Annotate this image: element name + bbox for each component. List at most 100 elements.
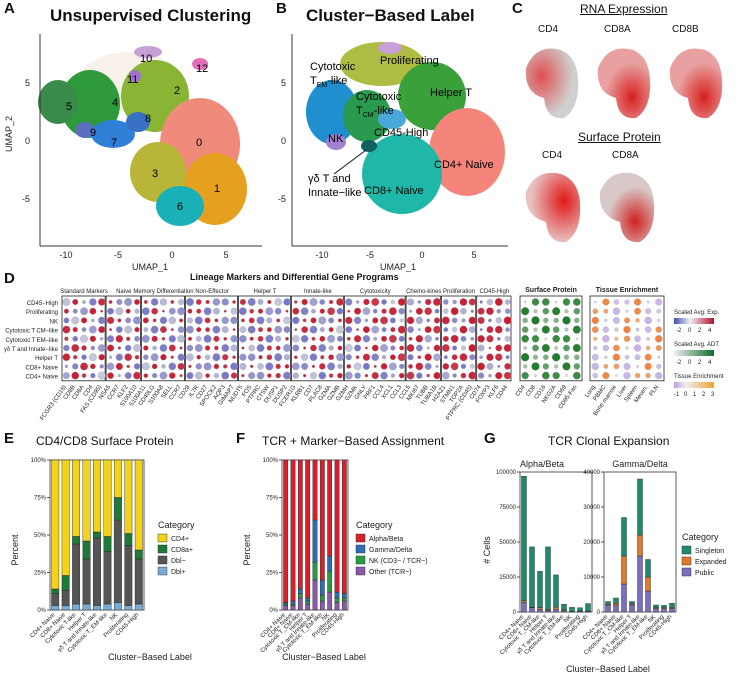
dotplot-dot <box>417 355 422 360</box>
panel-b-title: Cluster−Based Label <box>306 6 475 25</box>
dotplot-dot <box>319 363 326 370</box>
bar-segment <box>637 478 643 536</box>
dotplot-dot <box>71 371 80 380</box>
bar-segment <box>61 590 70 606</box>
dotplot-dot <box>203 362 212 371</box>
dotplot-dot <box>373 364 377 368</box>
tissue-dot <box>645 345 651 351</box>
panel-g-letter: G <box>484 430 496 447</box>
dotplot-dot <box>390 299 396 305</box>
y-axis-label: Percent <box>242 534 252 566</box>
bar-segment <box>621 517 627 557</box>
umap-shape <box>597 48 651 119</box>
dotplot-dot <box>133 344 141 352</box>
x-tick: 0 <box>169 250 174 260</box>
dotplot-dot <box>311 336 316 341</box>
tissue-dot <box>633 344 642 352</box>
legend-tick: 0 <box>688 328 692 334</box>
dotplot-dot <box>177 335 185 343</box>
dotplot-dot <box>239 298 246 306</box>
bar-segment <box>521 600 527 603</box>
dotplot-dot <box>388 334 397 343</box>
bar-segment <box>283 602 289 605</box>
dotplot-dot <box>89 298 97 306</box>
dotplot-dot <box>283 371 291 380</box>
bar-segment <box>529 546 535 608</box>
dotplot-dot <box>124 372 132 380</box>
bar-segment <box>319 459 325 581</box>
x-tick: -10 <box>59 250 72 260</box>
dotplot-dot <box>170 355 174 359</box>
dotplot-dot <box>91 318 95 323</box>
dotplot-dot <box>188 364 192 369</box>
dotplot-dot <box>185 298 194 306</box>
dotplot-dot <box>468 326 476 333</box>
bar-segment <box>327 591 333 611</box>
legend-tick: 3 <box>711 392 715 398</box>
x-tick: 5 <box>223 250 228 260</box>
dotplot-dot <box>355 355 360 359</box>
dotplot-dot <box>81 317 88 324</box>
y-axis-label: UMAP_2 <box>4 116 14 152</box>
dotplot-dot <box>196 308 202 314</box>
dotplot-dot <box>241 346 245 350</box>
bar-segment <box>290 603 296 606</box>
dotplot-row-label: NK <box>50 319 58 325</box>
panel-b-letter: B <box>276 0 287 17</box>
cluster-label: 11 <box>127 74 138 86</box>
dotplot-dot <box>240 318 245 323</box>
dotplot-dot <box>72 336 79 342</box>
dotplot-dot <box>390 327 396 333</box>
dotplot-dot <box>311 364 316 368</box>
dotplot-dot <box>213 363 220 370</box>
dotplot-dot <box>275 345 281 351</box>
dotplot-dot <box>195 299 202 305</box>
surface-dot <box>562 335 571 343</box>
y-tick-label: 0 <box>513 610 517 616</box>
bar-segment <box>537 571 543 609</box>
legend-tick: 1 <box>693 392 697 398</box>
bar-segment <box>653 608 659 613</box>
bar-segment <box>545 610 551 613</box>
dotplot-dot <box>408 336 413 341</box>
tissue-dot <box>623 372 631 380</box>
dotplot-dot <box>415 362 424 371</box>
label-cytotoxic-cm: Cytotoxic <box>356 91 402 103</box>
dotplot-group-header: CD45-High <box>480 289 510 295</box>
dotplot-dot <box>151 363 158 370</box>
surface-dot <box>552 335 560 343</box>
dotplot-dot <box>205 299 210 305</box>
dotplot-group-box <box>476 295 512 382</box>
surface-dot <box>552 307 561 316</box>
dotplot-dot <box>249 336 254 341</box>
surface-dot <box>521 307 530 316</box>
dotplot-dot <box>239 326 247 333</box>
dotplot-dot <box>300 307 309 316</box>
bar-segment <box>621 555 627 585</box>
dotplot-dot <box>433 344 441 352</box>
facet-label: Alpha/Beta <box>520 459 564 469</box>
dotplot-dot <box>195 363 202 370</box>
dotplot-dot <box>424 353 432 361</box>
dotplot-dot <box>142 317 149 324</box>
dotplot-dot <box>477 362 485 371</box>
dotplot-dot <box>179 318 184 323</box>
bar-segment <box>305 597 311 602</box>
surface-dot <box>552 326 560 333</box>
y-tick-label: 100% <box>263 458 279 464</box>
bar-segment <box>93 537 101 606</box>
y-axis-label: Percent <box>10 534 20 566</box>
dotplot-dot <box>441 344 450 352</box>
bar-segment <box>537 608 543 613</box>
tissue-dot <box>594 300 597 304</box>
dotplot-dot <box>213 335 220 342</box>
protein-gene-label: CD4 <box>542 150 563 161</box>
x-axis-label: Cluster−Based Label <box>108 652 192 662</box>
dotplot-dot <box>460 372 467 379</box>
dotplot-dot <box>398 372 405 379</box>
dotplot-group-header: Non-Effector <box>195 289 229 295</box>
tissue-dot <box>614 327 619 332</box>
dotplot-dot <box>381 299 387 305</box>
y-tick-label: 20000 <box>583 540 600 546</box>
tissue-dot <box>602 335 610 343</box>
